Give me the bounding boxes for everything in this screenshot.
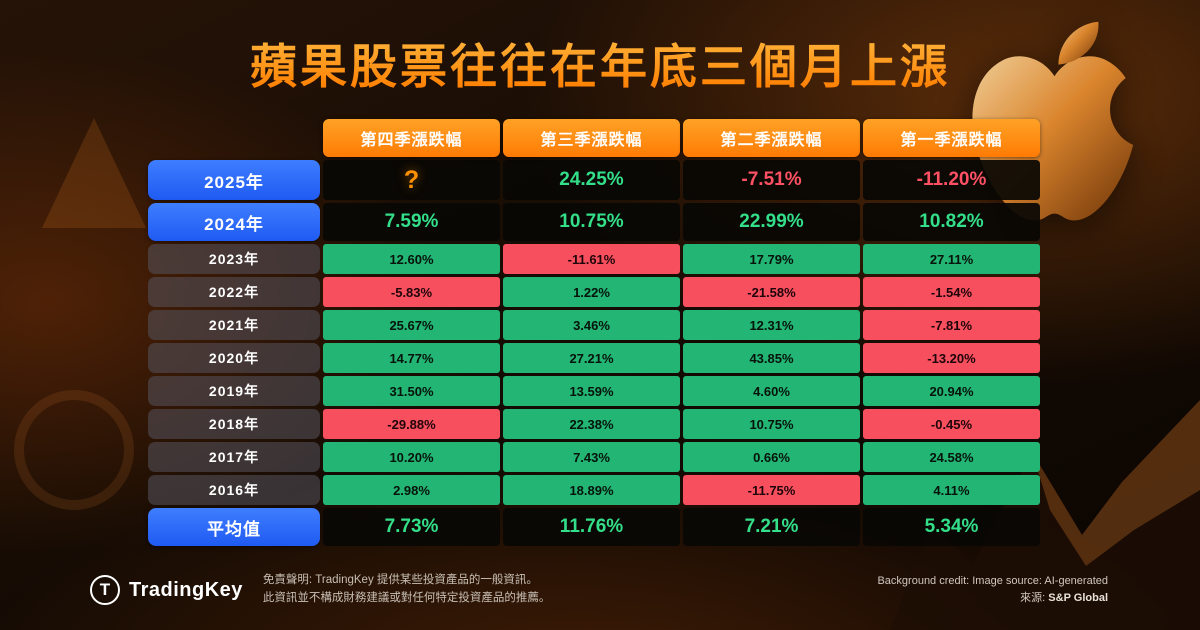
column-header-q2: 第二季漲跌幅 [683, 119, 860, 157]
cell-2020-q2: 43.85% [683, 343, 860, 373]
cell-2022-q3: 1.22% [503, 277, 680, 307]
cell-2025-q2: -7.51% [683, 160, 860, 200]
cell-2019-q1: 20.94% [863, 376, 1040, 406]
cell-2025-q3: 24.25% [503, 160, 680, 200]
cell-2024-q1: 10.82% [863, 203, 1040, 241]
cell-2025-q4: ? [323, 160, 500, 200]
cell-2019-q3: 13.59% [503, 376, 680, 406]
cell-average-q2: 7.21% [683, 508, 860, 546]
cell-2023-q2: 17.79% [683, 244, 860, 274]
cell-average-q3: 11.76% [503, 508, 680, 546]
row-label-average: 平均值 [148, 508, 320, 546]
cell-2019-q4: 31.50% [323, 376, 500, 406]
cell-2017-q2: 0.66% [683, 442, 860, 472]
cell-2017-q3: 7.43% [503, 442, 680, 472]
cell-average-q4: 7.73% [323, 508, 500, 546]
row-label-2020: 2020年 [148, 343, 320, 373]
credits: Background credit: Image source: AI-gene… [877, 573, 1108, 608]
cell-2018-q4: -29.88% [323, 409, 500, 439]
page-title: 蘋果股票往往在年底三個月上漲 [0, 28, 1200, 97]
brand-logo: T TradingKey [90, 575, 243, 606]
cell-2017-q4: 10.20% [323, 442, 500, 472]
row-label-2022: 2022年 [148, 277, 320, 307]
data-source: 來源: S&P Global [877, 590, 1108, 608]
row-label-2017: 2017年 [148, 442, 320, 472]
cell-2023-q4: 12.60% [323, 244, 500, 274]
cell-2022-q2: -21.58% [683, 277, 860, 307]
cell-2024-q3: 10.75% [503, 203, 680, 241]
row-label-2019: 2019年 [148, 376, 320, 406]
background-credit: Background credit: Image source: AI-gene… [877, 574, 1108, 587]
column-header-q3: 第三季漲跌幅 [503, 119, 680, 157]
cell-2024-q2: 22.99% [683, 203, 860, 241]
cell-2018-q3: 22.38% [503, 409, 680, 439]
cell-2022-q1: -1.54% [863, 277, 1040, 307]
cell-2016-q2: -11.75% [683, 475, 860, 505]
cell-2021-q3: 3.46% [503, 310, 680, 340]
cell-2023-q3: -11.61% [503, 244, 680, 274]
cell-2019-q2: 4.60% [683, 376, 860, 406]
cell-2016-q1: 4.11% [863, 475, 1040, 505]
quarterly-returns-table: 第四季漲跌幅 第三季漲跌幅 第二季漲跌幅 第一季漲跌幅 2025年 ? 24.2… [148, 119, 1040, 546]
source-label: 來源: [1020, 592, 1046, 605]
disclaimer-line2: 此資訊並不構成財務建議或對任何特定投資產品的推薦。 [262, 592, 551, 605]
cell-2016-q3: 18.89% [503, 475, 680, 505]
cell-2018-q2: 10.75% [683, 409, 860, 439]
cell-2023-q1: 27.11% [863, 244, 1040, 274]
cell-2025-q1: -11.20% [863, 160, 1040, 200]
brand-name: TradingKey [129, 578, 243, 601]
table-corner-spacer [148, 119, 320, 157]
row-label-2024: 2024年 [148, 203, 320, 241]
up-arrow-decoration [42, 118, 146, 228]
disclaimer-text: 免責聲明: TradingKey 提供某些投資產品的一般資訊。 此資訊並不構成財… [263, 572, 551, 608]
cell-2016-q4: 2.98% [323, 475, 500, 505]
cell-2024-q4: 7.59% [323, 203, 500, 241]
circle-chart-decoration [14, 390, 134, 510]
column-header-q4: 第四季漲跌幅 [323, 119, 500, 157]
column-header-q1: 第一季漲跌幅 [863, 119, 1040, 157]
tradingkey-logo-icon: T [90, 575, 120, 606]
cell-2017-q1: 24.58% [863, 442, 1040, 472]
footer: T TradingKey 免責聲明: TradingKey 提供某些投資產品的一… [90, 572, 1108, 608]
cell-2018-q1: -0.45% [863, 409, 1040, 439]
row-label-2018: 2018年 [148, 409, 320, 439]
row-label-2016: 2016年 [148, 475, 320, 505]
cell-2022-q4: -5.83% [323, 277, 500, 307]
cell-2021-q1: -7.81% [863, 310, 1040, 340]
source-value: S&P Global [1048, 592, 1108, 605]
disclaimer-line1: 免責聲明: TradingKey 提供某些投資產品的一般資訊。 [262, 574, 538, 587]
cell-2021-q4: 25.67% [323, 310, 500, 340]
cell-2021-q2: 12.31% [683, 310, 860, 340]
cell-2020-q3: 27.21% [503, 343, 680, 373]
cell-2020-q1: -13.20% [863, 343, 1040, 373]
cell-average-q1: 5.34% [863, 508, 1040, 546]
row-label-2023: 2023年 [148, 244, 320, 274]
cell-2020-q4: 14.77% [323, 343, 500, 373]
row-label-2025: 2025年 [148, 160, 320, 200]
row-label-2021: 2021年 [148, 310, 320, 340]
